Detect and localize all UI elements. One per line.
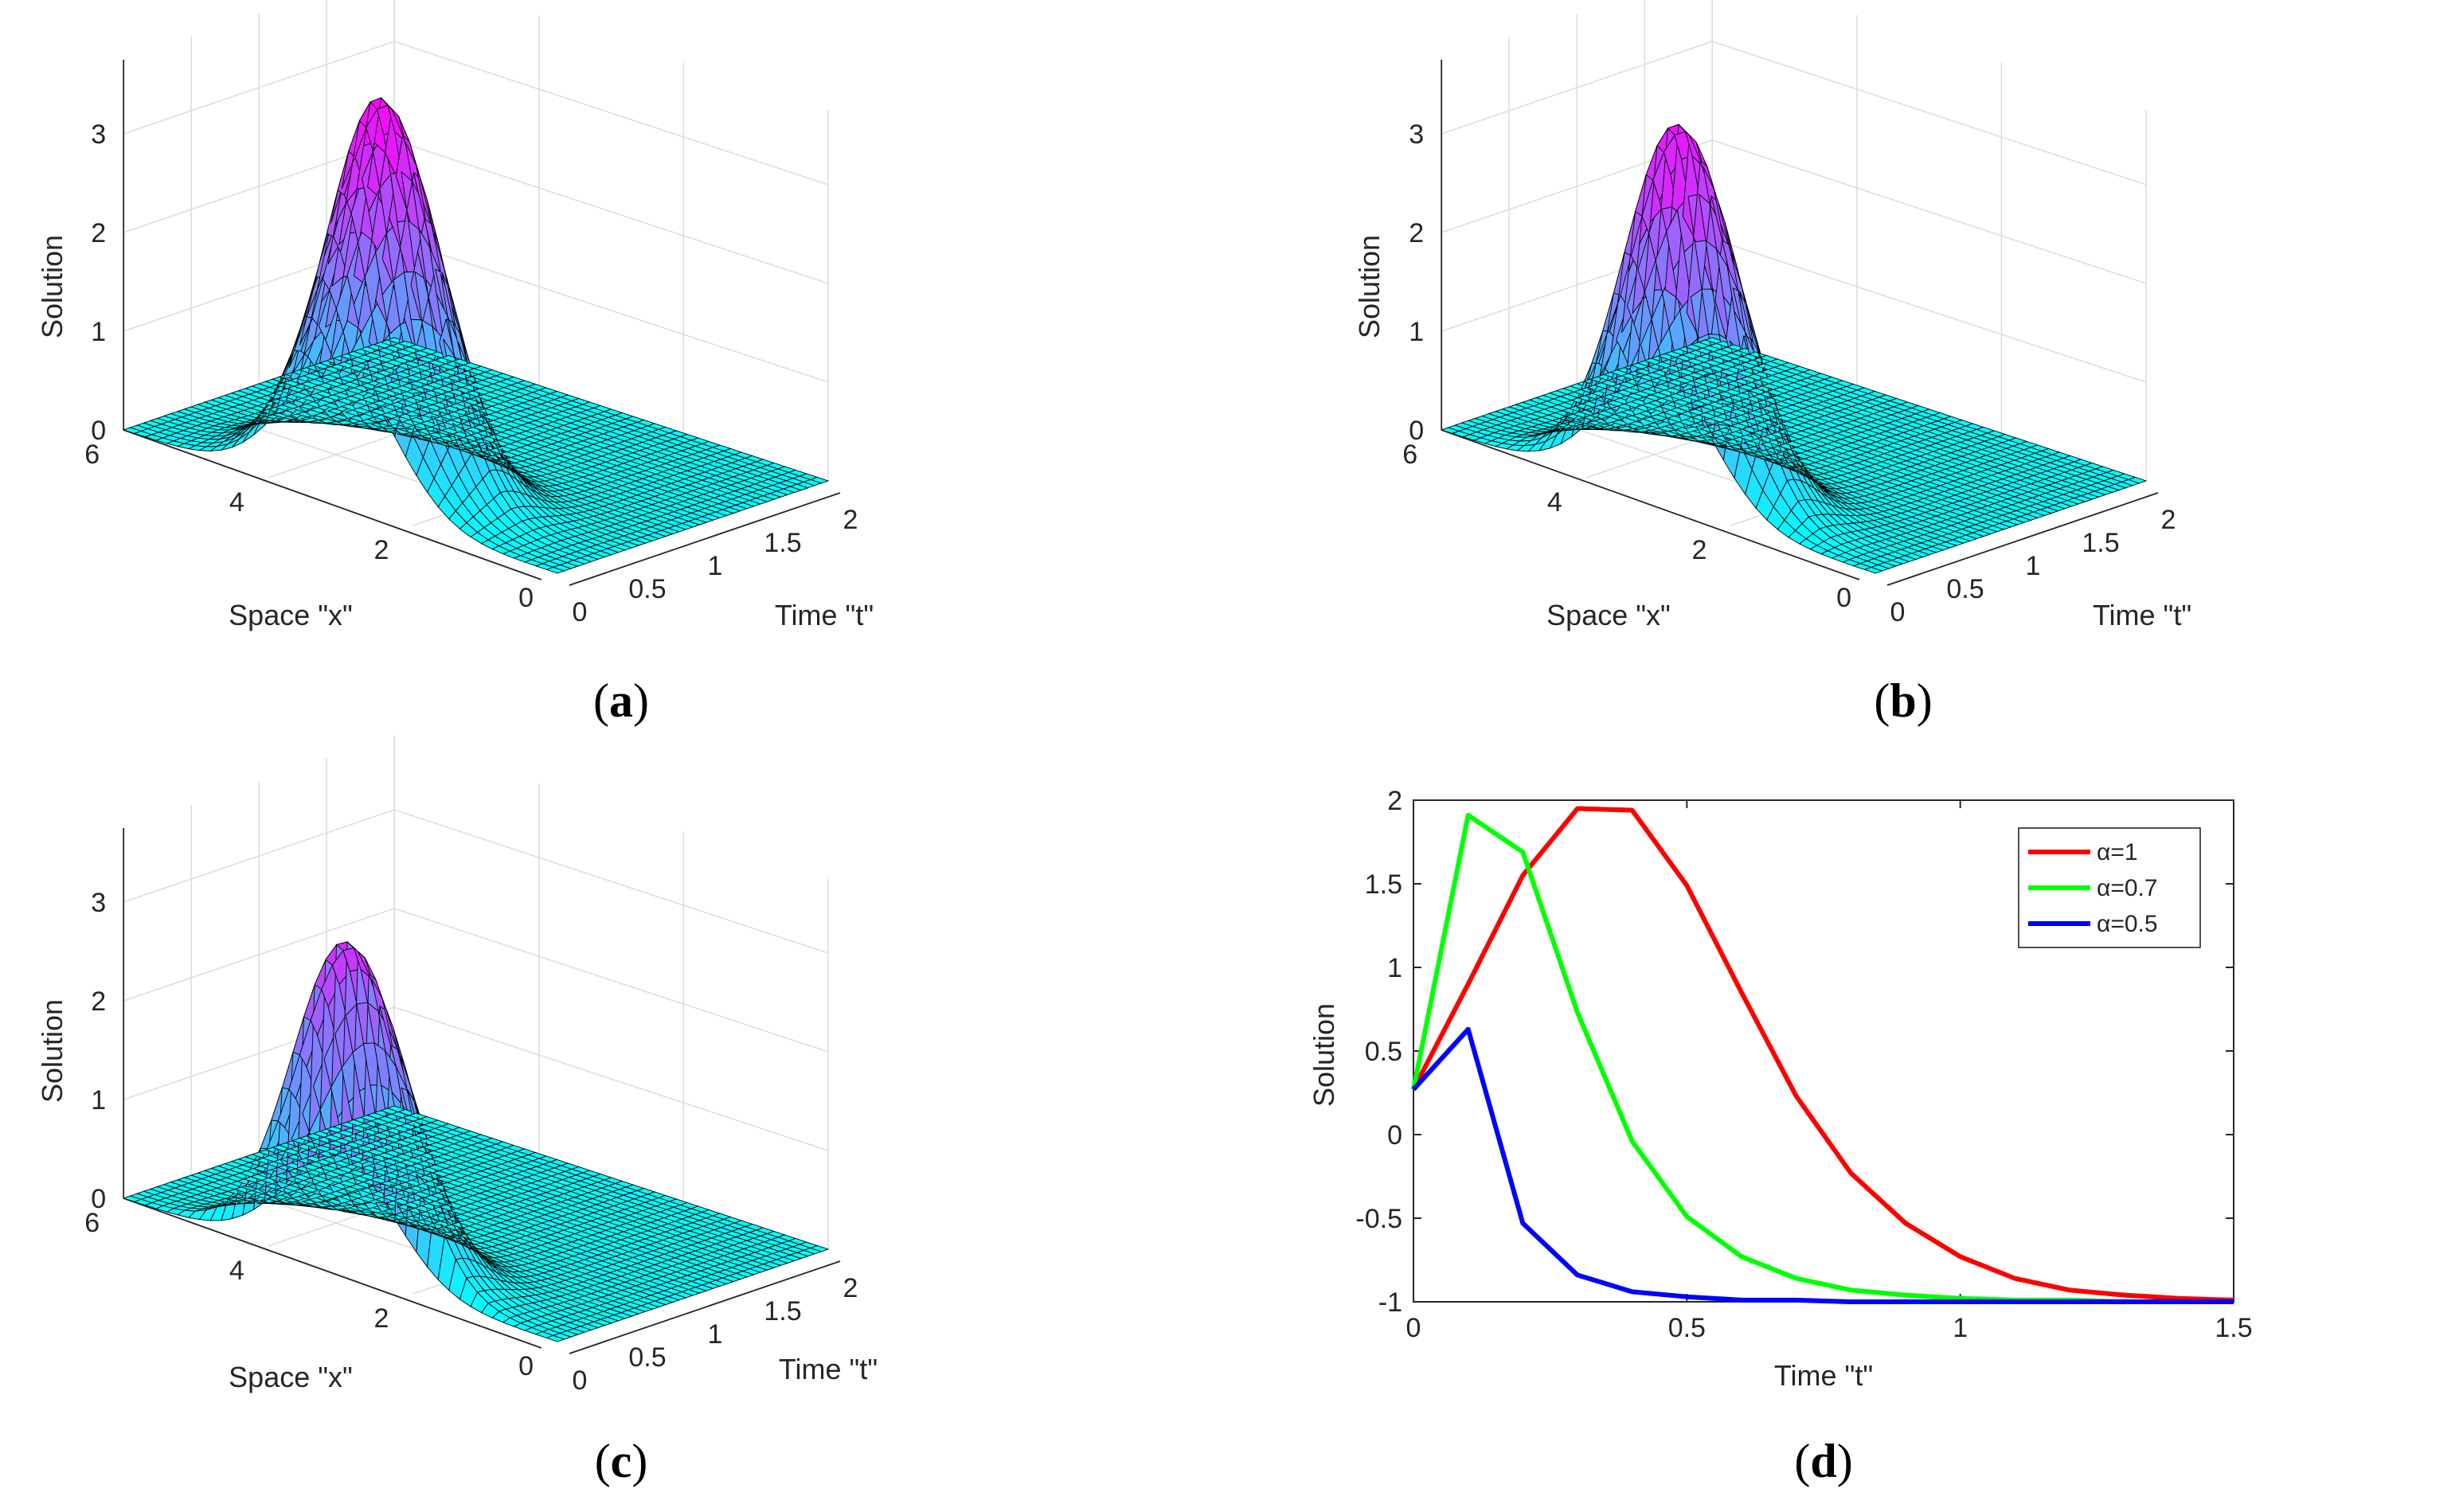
x-tick-label: 0.5 bbox=[1668, 1313, 1706, 1343]
t-tick-label: 0 bbox=[573, 1365, 588, 1396]
x-tick-label: 1.5 bbox=[2215, 1313, 2252, 1343]
x-tick-label: 2 bbox=[1691, 535, 1707, 565]
legend-label: α=0.7 bbox=[2097, 875, 2158, 901]
t-tick-label: 1 bbox=[708, 1319, 723, 1350]
legend-d: α=1 α=0.7 α=0.5 bbox=[2018, 827, 2201, 948]
t-tick-label: 0.5 bbox=[628, 1342, 666, 1373]
t-tick-label: 2 bbox=[843, 505, 858, 535]
z-tick-label: 0 bbox=[1409, 416, 1424, 446]
surface-patch bbox=[809, 477, 830, 484]
z-tick-label: 3 bbox=[1409, 119, 1424, 150]
zlabel-c: Solution bbox=[36, 999, 68, 1103]
xlabel-a: Space "x" bbox=[229, 599, 353, 631]
t-tick-label: 1 bbox=[2026, 551, 2041, 581]
grid-line-z bbox=[123, 139, 829, 284]
caption-a: (a) bbox=[593, 674, 649, 727]
t-tick-label: 1.5 bbox=[764, 528, 801, 558]
x-tick-label: 4 bbox=[1547, 487, 1562, 518]
caption-c: (c) bbox=[595, 1435, 648, 1487]
x-tick-label: 2 bbox=[373, 535, 389, 565]
z-tick-label: 3 bbox=[91, 119, 106, 150]
y-tick-label: 1.5 bbox=[1365, 869, 1402, 900]
tlabel-a: Time "t" bbox=[775, 599, 874, 631]
y-tick-label: 0.5 bbox=[1365, 1037, 1402, 1067]
t-tick-label: 1 bbox=[708, 551, 723, 581]
t-axis-line bbox=[1886, 492, 2159, 586]
x-tick-label: 4 bbox=[229, 1256, 244, 1286]
z-tick-label: 0 bbox=[91, 416, 106, 446]
z-tick-label: 3 bbox=[91, 888, 106, 918]
surface-patch bbox=[2127, 477, 2148, 484]
surface-plot-b: 0 1 2 3 0 2 4 6 0 0.5 1 1.5 2 Solution Space "x" T… bbox=[1353, 0, 2191, 631]
surface-c bbox=[122, 940, 830, 1342]
surface-plot-c: 0 1 2 3 0 2 4 6 0 0.5 1 1.5 2 Solution Space "x" T… bbox=[36, 736, 878, 1396]
surface-b bbox=[1440, 123, 2148, 574]
y-tick-label: 1 bbox=[1387, 953, 1402, 983]
y-tick-label: -1 bbox=[1378, 1287, 1402, 1318]
series-line bbox=[1411, 806, 2234, 1303]
caption-d: (d) bbox=[1794, 1435, 1852, 1487]
x-tick-label: 6 bbox=[84, 1208, 100, 1238]
z-tick-label: 2 bbox=[91, 987, 106, 1017]
x-tick-label: 4 bbox=[229, 487, 244, 518]
series-lines-d bbox=[1411, 806, 2234, 1304]
z-tick-label: 1 bbox=[1409, 317, 1424, 347]
t-axis-line bbox=[569, 492, 841, 586]
x-tick-label: 2 bbox=[373, 1303, 389, 1334]
t-tick-label: 1.5 bbox=[2082, 528, 2119, 558]
zlabel-b: Solution bbox=[1353, 235, 1386, 338]
grid-line-z bbox=[123, 41, 829, 186]
x-axis-line bbox=[1441, 429, 1860, 580]
x-tick-label: 0 bbox=[1836, 583, 1851, 613]
x-axis-line bbox=[123, 1197, 542, 1349]
x-axis-line bbox=[123, 429, 542, 580]
x-tick-label: 0 bbox=[1406, 1313, 1421, 1343]
z-tick-label: 2 bbox=[91, 218, 106, 248]
grid-line-z bbox=[123, 809, 829, 954]
surface-a bbox=[122, 96, 830, 574]
x-tick-label: 6 bbox=[1402, 440, 1417, 470]
y-tick-label: 2 bbox=[1387, 786, 1402, 816]
caption-b: (b) bbox=[1874, 674, 1932, 727]
surface-patch bbox=[809, 1245, 830, 1252]
tlabel-c: Time "t" bbox=[779, 1353, 878, 1385]
grid-line-z bbox=[123, 238, 829, 383]
grid-line-z bbox=[123, 1006, 829, 1151]
xlabel-c: Space "x" bbox=[229, 1361, 353, 1393]
z-tick-label: 0 bbox=[91, 1184, 106, 1214]
grid-line-z bbox=[1441, 139, 2147, 284]
surface-plot-a: 0 1 2 3 0 2 4 6 0 0.5 1 1.5 2 Solution Space "x" T… bbox=[36, 0, 874, 631]
t-tick-label: 0 bbox=[573, 597, 588, 627]
z-tick-label: 2 bbox=[1409, 218, 1424, 248]
t-tick-label: 1.5 bbox=[764, 1296, 801, 1326]
zlabel-a: Solution bbox=[36, 235, 68, 338]
legend-label: α=1 bbox=[2097, 839, 2138, 865]
t-tick-label: 0.5 bbox=[1946, 574, 1984, 604]
grid-line-z bbox=[1441, 238, 2147, 383]
z-tick-label: 1 bbox=[91, 1085, 106, 1115]
legend-label: α=0.5 bbox=[2097, 911, 2158, 937]
y-tick-label: -0.5 bbox=[1355, 1204, 1402, 1234]
z-tick-label: 1 bbox=[91, 317, 106, 347]
x-tick-label: 6 bbox=[84, 440, 100, 470]
x-tick-label: 0 bbox=[518, 1351, 534, 1381]
xlabel-d: Time "t" bbox=[1774, 1359, 1873, 1392]
t-tick-label: 0 bbox=[1890, 597, 1906, 627]
xlabel-b: Space "x" bbox=[1546, 599, 1671, 631]
t-axis-line bbox=[569, 1260, 841, 1354]
x-tick-label: 0 bbox=[518, 583, 534, 613]
grid-line-z bbox=[1441, 41, 2147, 186]
t-tick-label: 2 bbox=[2161, 505, 2176, 535]
grid-line-z bbox=[123, 908, 829, 1053]
x-tick-label: 1 bbox=[1953, 1313, 1968, 1343]
y-tick-label: 0 bbox=[1387, 1120, 1402, 1151]
series-line bbox=[1411, 1026, 2234, 1304]
t-tick-label: 2 bbox=[843, 1273, 858, 1303]
tlabel-b: Time "t" bbox=[2093, 599, 2191, 631]
line-plot-d: 0 0.5 1 1.5 -1 -0.5 0 0.5 1 1.5 2 α=1 α=0.7 α=0.5 So… bbox=[1308, 786, 2253, 1392]
ylabel-d: Solution bbox=[1308, 1003, 1340, 1107]
t-tick-label: 0.5 bbox=[628, 574, 666, 604]
